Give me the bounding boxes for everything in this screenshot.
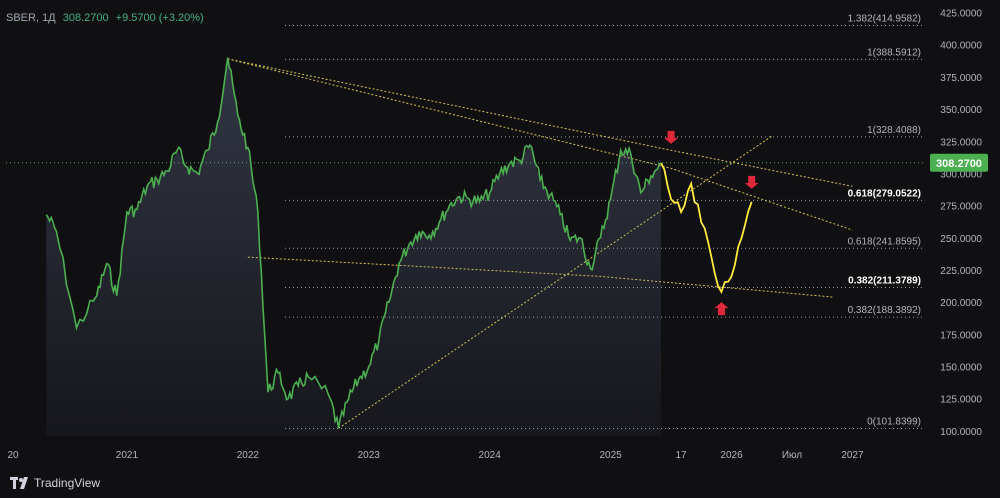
forecast-line (660, 162, 753, 295)
y-tick-label: 150.0000 (940, 363, 982, 374)
y-tick-label: 375.0000 (940, 73, 982, 84)
x-tick-label: 2025 (599, 450, 622, 461)
y-tick-label: 175.0000 (940, 330, 982, 341)
tradingview-logo-icon (10, 477, 28, 489)
arrow-down-icon (664, 130, 679, 144)
y-tick-label: 400.0000 (940, 41, 982, 52)
y-tick-label: 125.0000 (940, 395, 982, 406)
price-series (45, 57, 753, 437)
x-tick-label: 2024 (479, 450, 502, 461)
fib-label: 1.382(414.9582) (848, 13, 921, 24)
trend-line (227, 58, 853, 187)
price-area (46, 57, 661, 437)
x-tick-label: 2026 (720, 450, 743, 461)
x-tick-label: 17 (676, 450, 688, 461)
x-tick-label: 2022 (237, 450, 260, 461)
y-tick-label: 100.0000 (940, 427, 982, 438)
symbol-header: SBER, 1Д 308.2700 +9.5700 (+3.20%) (6, 12, 208, 24)
x-tick-label: 20 (7, 450, 19, 461)
fib-label: 0.618(279.0522) (848, 188, 921, 199)
fib-label: 0(101.8399) (867, 416, 921, 427)
y-tick-label: 225.0000 (940, 266, 982, 277)
y-tick-label: 325.0000 (940, 137, 982, 148)
price-line (45, 57, 662, 429)
symbol-change: +9.5700 (+3.20%) (115, 12, 204, 24)
arrow-down-icon (744, 175, 759, 189)
fib-label: 0.382(188.3892) (848, 305, 921, 316)
y-tick-label: 300.0000 (940, 169, 982, 180)
x-tick-label: 2023 (358, 450, 381, 461)
symbol-price: 308.2700 (62, 12, 109, 24)
x-tick-label: 2021 (116, 450, 139, 461)
brand-name: TradingView (34, 476, 101, 490)
current-price-tag (930, 153, 988, 172)
y-tick-label: 250.0000 (940, 234, 982, 245)
fib-label: 1(328.4088) (867, 125, 921, 136)
y-tick-label: 350.0000 (940, 105, 982, 116)
x-tick-label: 2027 (841, 450, 864, 461)
signal-arrows (664, 130, 759, 316)
tradingview-brand[interactable]: TradingView (10, 476, 100, 490)
fib-label: 0.382(211.3789) (848, 276, 921, 287)
y-tick-label: 200.0000 (940, 298, 982, 309)
current-price-label: 308.2700 (936, 158, 982, 170)
y-tick-label: 275.0000 (940, 202, 982, 213)
arrow-up-icon (714, 302, 729, 316)
fib-label: 0.618(241.8595) (848, 236, 921, 247)
fib-label: 1(388.5912) (867, 47, 921, 58)
trend-line (227, 58, 853, 231)
symbol-ticker[interactable]: SBER, 1Д (6, 12, 56, 24)
axes: 425.0000 400.0000 375.0000 350.0000 325.0000… (7, 9, 988, 461)
y-tick-label: 425.0000 (940, 9, 982, 20)
x-tick-label: Июл (782, 450, 802, 461)
